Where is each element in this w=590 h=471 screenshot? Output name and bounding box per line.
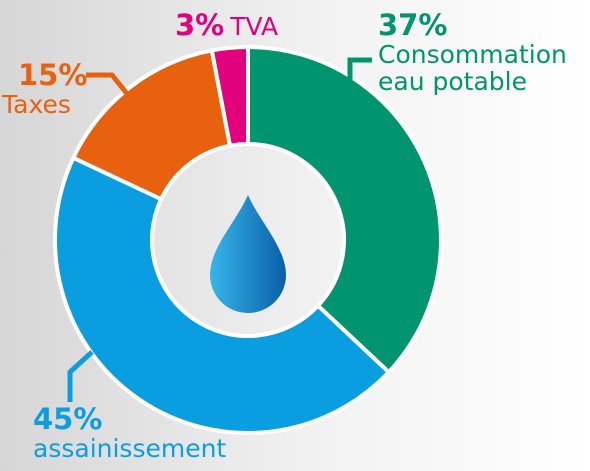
slice-label: 45% assainissement bbox=[33, 402, 333, 464]
category-label: assainissement bbox=[33, 434, 227, 464]
slice-label: 3% TVA bbox=[175, 8, 325, 42]
slice bbox=[209, 44, 250, 149]
slice-label: 15% Taxes bbox=[2, 58, 152, 120]
leader-line bbox=[86, 72, 134, 102]
slices bbox=[53, 44, 443, 435]
slice-label: 37% Consommation eau potable bbox=[378, 8, 588, 97]
category-label: Taxes bbox=[2, 90, 71, 120]
percent-label: 3% bbox=[175, 8, 225, 42]
water-drop-icon bbox=[210, 195, 286, 313]
slice bbox=[53, 155, 392, 435]
slice bbox=[246, 44, 443, 375]
leader-line bbox=[347, 57, 372, 92]
percent-label: 45% bbox=[33, 402, 103, 436]
percent-label: 15% bbox=[18, 58, 88, 92]
leader-line bbox=[67, 350, 94, 402]
percent-label: 37% bbox=[378, 8, 448, 42]
category-label: Consommation eau potable bbox=[378, 40, 567, 97]
category-label: TVA bbox=[230, 12, 279, 41]
